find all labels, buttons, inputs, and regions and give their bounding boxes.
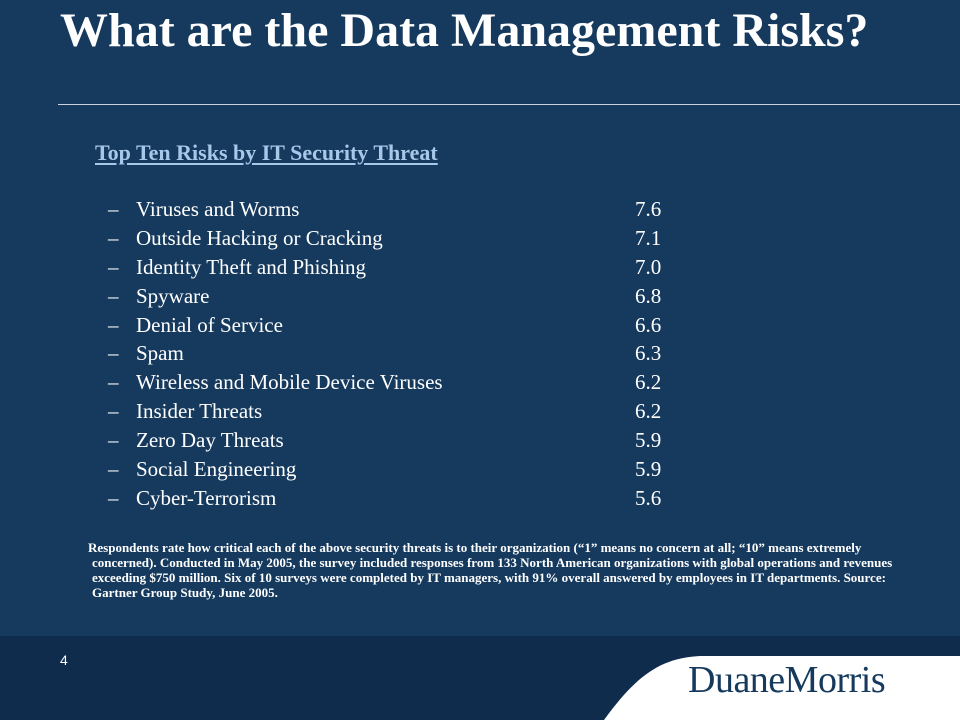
risk-name: Denial of Service	[136, 312, 283, 337]
risk-name: Identity Theft and Phishing	[136, 254, 367, 279]
risk-name: Spyware	[136, 283, 210, 308]
list-item: – Viruses and Worms 7.6	[108, 195, 708, 224]
dash-bullet: –	[108, 399, 119, 424]
dash-bullet: –	[108, 312, 119, 337]
list-item: – Wireless and Mobile Device Viruses 6.2	[108, 368, 708, 397]
risk-name: Social Engineering	[136, 457, 297, 482]
dash-bullet: –	[108, 370, 119, 395]
risk-name: Wireless and Mobile Device Viruses	[136, 370, 443, 395]
list-item: – Outside Hacking or Cracking 7.1	[108, 224, 708, 253]
list-item: – Cyber-Terrorism 5.6	[108, 484, 708, 513]
risk-score: 5.6	[635, 485, 662, 510]
list-item: – Identity Theft and Phishing 7.0	[108, 253, 708, 282]
list-item: – Spam 6.3	[108, 339, 708, 368]
risk-name: Viruses and Worms	[136, 197, 300, 221]
logo-swoosh-shape	[604, 656, 960, 720]
list-item: – Insider Threats 6.2	[108, 397, 708, 426]
risk-score: 7.0	[635, 254, 662, 279]
dash-bullet: –	[108, 485, 119, 510]
dash-bullet: –	[108, 428, 119, 453]
slide-title: What are the Data Management Risks?	[60, 4, 869, 57]
risk-score: 6.8	[635, 283, 662, 308]
list-item: – Spyware 6.8	[108, 282, 708, 311]
risk-score: 7.1	[635, 225, 662, 250]
dash-bullet: –	[108, 197, 119, 221]
risk-score: 5.9	[635, 428, 662, 453]
title-divider	[58, 104, 960, 105]
risk-name: Insider Threats	[136, 399, 263, 424]
list-item: – Denial of Service 6.6	[108, 311, 708, 340]
risk-score: 7.6	[635, 197, 662, 221]
risk-score: 6.2	[635, 370, 662, 395]
list-item: – Social Engineering 5.9	[108, 455, 708, 484]
dash-bullet: –	[108, 283, 119, 308]
risk-score: 6.2	[635, 399, 662, 424]
risk-score: 6.3	[635, 341, 662, 366]
slide-footer: 4 DuaneMorris	[0, 636, 960, 720]
risk-list: – Viruses and Worms 7.6 – Outside Hackin…	[108, 195, 708, 513]
dash-bullet: –	[108, 225, 119, 250]
risk-score: 6.6	[635, 312, 662, 337]
list-item: – Zero Day Threats 5.9	[108, 426, 708, 455]
dash-bullet: –	[108, 457, 119, 482]
footnote-text: Respondents rate how critical each of th…	[88, 540, 893, 600]
risk-name: Outside Hacking or Cracking	[136, 225, 383, 250]
dash-bullet: –	[108, 254, 119, 279]
risk-name: Zero Day Threats	[136, 428, 284, 453]
risk-score: 5.9	[635, 457, 662, 482]
risk-name: Spam	[136, 341, 184, 366]
dash-bullet: –	[108, 341, 119, 366]
survey-footnote: Respondents rate how critical each of th…	[80, 540, 900, 600]
risk-name: Cyber-Terrorism	[136, 485, 277, 510]
duane-morris-logo: DuaneMorris	[688, 659, 886, 701]
list-heading: Top Ten Risks by IT Security Threat	[95, 140, 438, 165]
page-number: 4	[60, 652, 68, 668]
